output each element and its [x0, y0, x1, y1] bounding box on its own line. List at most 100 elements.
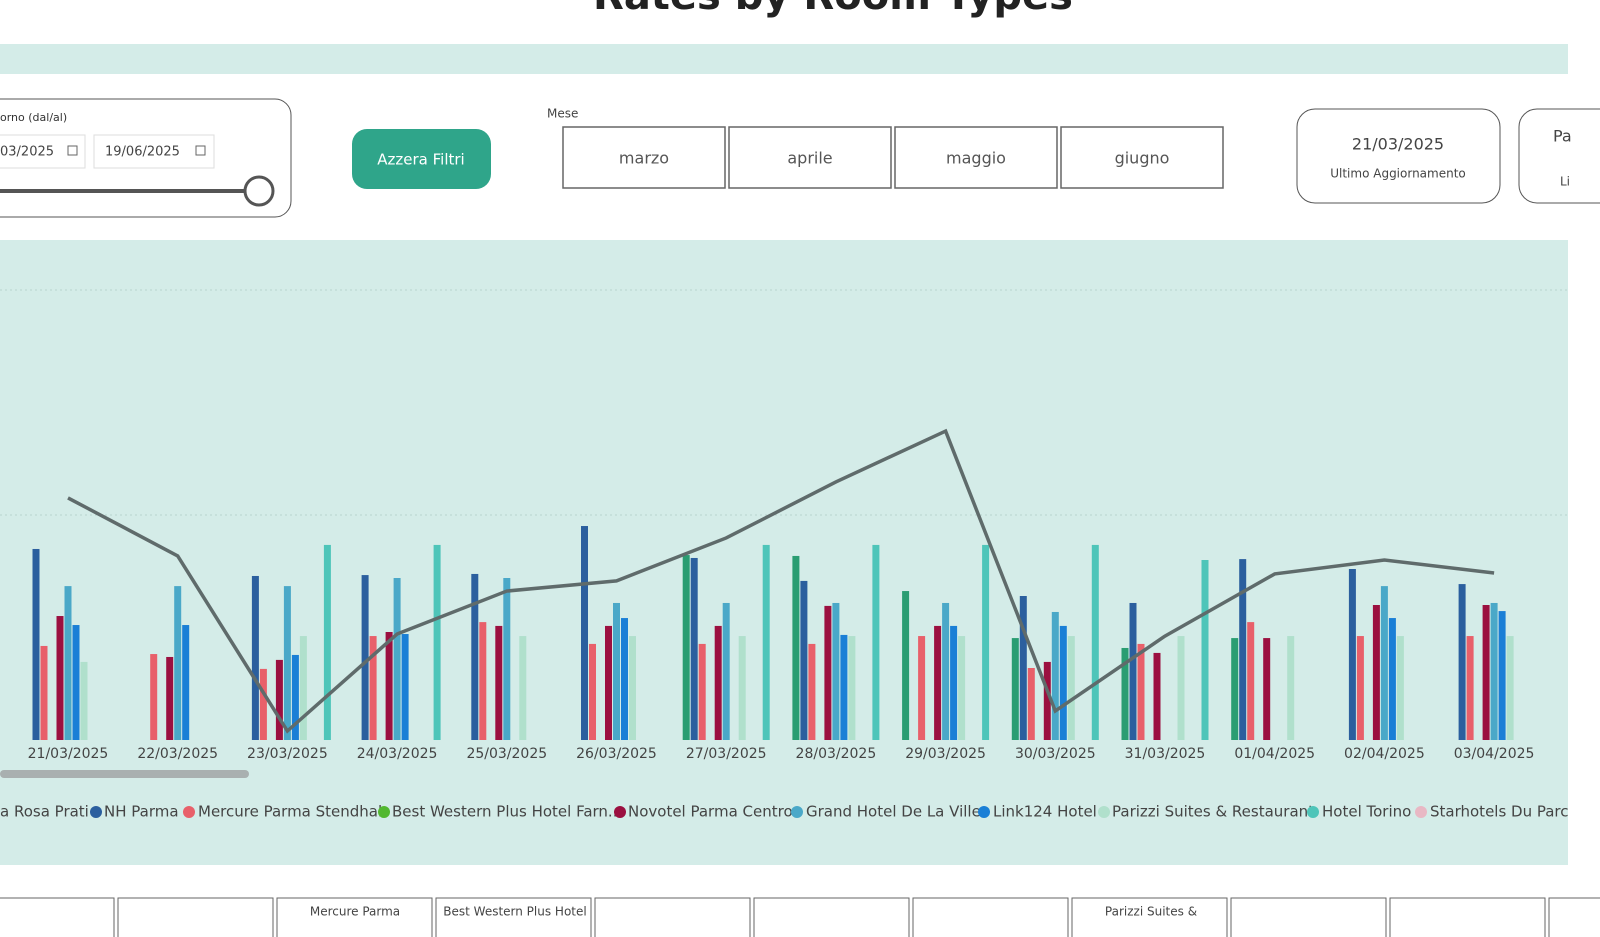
bar — [182, 625, 190, 740]
bar — [1458, 584, 1466, 740]
bar — [1177, 636, 1185, 740]
bar — [401, 634, 409, 740]
x-tick-label: 28/03/2025 — [796, 746, 877, 762]
bar — [613, 602, 620, 740]
bar — [323, 544, 331, 740]
tile[interactable] — [1389, 897, 1546, 937]
bar — [1372, 605, 1380, 740]
bar — [275, 659, 283, 740]
bar — [369, 636, 377, 740]
x-tick-label: 31/03/2025 — [1125, 746, 1206, 762]
bar — [690, 557, 698, 740]
tile[interactable] — [117, 897, 274, 937]
x-tick-label: 25/03/2025 — [466, 746, 547, 762]
bar — [299, 636, 307, 740]
month-button[interactable] — [1060, 126, 1224, 189]
update-date: 21/03/2025 — [1352, 135, 1444, 154]
tile[interactable] — [1548, 897, 1600, 937]
x-tick-label: 03/04/2025 — [1454, 746, 1535, 762]
legend-marker — [614, 806, 626, 818]
reset-button[interactable] — [352, 129, 491, 189]
tile[interactable] — [1071, 897, 1228, 937]
month-label: maggio — [946, 149, 1006, 168]
bar — [800, 580, 808, 740]
tile-label: Mercure Parma — [310, 905, 400, 919]
bar — [361, 575, 369, 740]
date-input[interactable] — [0, 134, 86, 169]
bar — [1043, 661, 1051, 740]
tile[interactable] — [1230, 897, 1387, 937]
bar — [72, 625, 80, 740]
legend-marker — [1307, 806, 1319, 818]
tile[interactable] — [753, 897, 910, 937]
tile[interactable] — [435, 897, 592, 937]
bar — [982, 544, 990, 740]
bar — [1091, 544, 1099, 740]
bar — [1490, 602, 1498, 740]
slider-handle[interactable] — [243, 175, 275, 207]
date-input[interactable] — [93, 134, 215, 169]
legend-label: NH Parma — [104, 803, 179, 821]
bar — [1153, 652, 1161, 740]
x-tick-label: 27/03/2025 — [686, 746, 767, 762]
page-title: Rates by Room Types — [593, 0, 1073, 19]
month-button[interactable] — [728, 126, 892, 189]
bar — [872, 544, 880, 740]
partial-card-text: Pa — [1553, 127, 1572, 146]
tile[interactable] — [912, 897, 1069, 937]
legend-label: Best Western Plus Hotel Farn... — [392, 803, 622, 821]
bar — [393, 578, 401, 740]
date-label: orno (dal/al) — [0, 111, 67, 124]
bar — [902, 591, 910, 740]
bar — [1011, 638, 1019, 740]
tile[interactable] — [0, 897, 115, 937]
bar — [714, 625, 722, 740]
bar — [40, 645, 48, 740]
bar — [150, 654, 158, 740]
legend-marker — [183, 806, 195, 818]
tile[interactable] — [594, 897, 751, 937]
bar — [503, 578, 511, 740]
month-label: giugno — [1115, 149, 1170, 168]
x-tick-label: 29/03/2025 — [905, 746, 986, 762]
bar — [1388, 618, 1396, 740]
bar — [283, 586, 291, 740]
bar — [1027, 668, 1035, 740]
month-button[interactable] — [562, 126, 726, 189]
bar — [291, 654, 299, 740]
bar — [1137, 643, 1145, 740]
bar — [808, 643, 816, 740]
bar — [1051, 611, 1059, 740]
bar — [958, 636, 966, 740]
legend-marker — [1415, 806, 1427, 818]
bar — [918, 636, 926, 740]
calendar-icon — [195, 145, 206, 156]
bar — [629, 636, 636, 740]
bar — [1231, 638, 1239, 740]
bar — [495, 625, 503, 740]
month-label: aprile — [787, 149, 832, 168]
tile[interactable] — [276, 897, 433, 937]
bar — [1059, 625, 1067, 740]
legend-label: Novotel Parma Centro — [628, 803, 793, 821]
scrollbar[interactable] — [0, 770, 249, 778]
bar — [792, 555, 800, 740]
bar — [1482, 605, 1490, 740]
legend-marker — [791, 806, 803, 818]
bar — [259, 668, 267, 740]
month-button[interactable] — [894, 126, 1058, 189]
bar — [56, 616, 64, 740]
bar — [385, 632, 393, 740]
bar — [722, 602, 730, 740]
bar — [832, 602, 840, 740]
month-label: Mese — [547, 107, 578, 121]
tile-label: Parizzi Suites & — [1105, 905, 1197, 919]
bar — [950, 625, 958, 740]
month-label: marzo — [619, 149, 669, 168]
bar — [1498, 611, 1506, 740]
bar — [1348, 569, 1356, 740]
legend-marker — [978, 806, 990, 818]
calendar-icon — [67, 145, 78, 156]
